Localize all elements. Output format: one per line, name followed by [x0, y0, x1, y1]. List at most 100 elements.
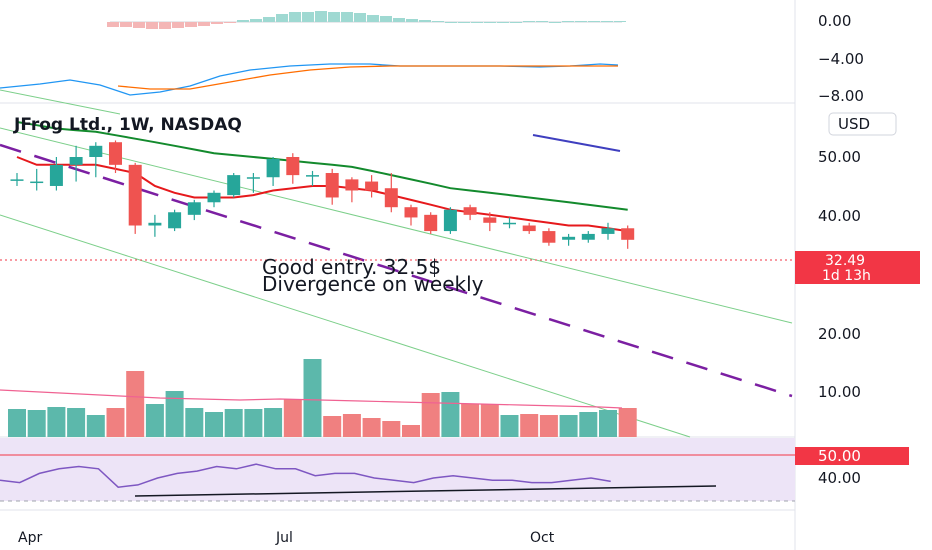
candle [266, 157, 280, 186]
macd-histogram [107, 11, 626, 29]
candle-body [306, 175, 319, 177]
candle [187, 199, 201, 221]
candle [109, 140, 122, 174]
macd-hist-bar [536, 21, 548, 22]
macd-hist-bar [601, 21, 613, 22]
currency-label: USD [838, 115, 870, 133]
macd-hist-bar [380, 16, 392, 22]
candle [424, 212, 438, 234]
candle [522, 222, 536, 234]
candle [345, 177, 359, 203]
candle [227, 173, 241, 198]
chart-title: JFrog Ltd., 1W, NASDAQ [13, 115, 242, 135]
candle-body [463, 207, 477, 215]
volume-bar [264, 408, 283, 437]
volume-bar [559, 415, 578, 437]
annotation-line-1: Good entry. 32.5$ [262, 255, 441, 279]
volume-bar [520, 414, 539, 437]
candle [483, 212, 497, 232]
candle [562, 233, 576, 246]
volume-bar [303, 359, 322, 437]
short-trendline [532, 134, 621, 152]
date-label-2: Oct [530, 530, 555, 546]
macd-panel [0, 11, 626, 96]
candle [443, 207, 457, 234]
macd-hist-bar [458, 22, 470, 23]
currency-button[interactable]: USD [828, 112, 897, 136]
macd-hist-bar [588, 21, 600, 22]
candle-body [187, 202, 201, 215]
candle [404, 204, 418, 226]
candle-body [345, 179, 359, 191]
volume-bar [480, 404, 499, 437]
candle-body [581, 233, 595, 240]
volume-bar [126, 371, 145, 437]
macd-hist-bar [497, 22, 509, 23]
candle-body [325, 173, 339, 198]
candle [128, 162, 142, 234]
macd-hist-bar [120, 22, 132, 27]
candle [463, 204, 477, 221]
macd-line [0, 63, 619, 96]
macd-hist-bar [133, 22, 145, 28]
macd-hist-bar [224, 22, 236, 23]
volume-bar [441, 392, 460, 437]
volume-bar [27, 410, 46, 437]
volume-bar [618, 408, 637, 437]
macd-hist-bar [159, 22, 171, 29]
candle-body [562, 236, 576, 240]
candle-body [168, 212, 182, 229]
candle-body [227, 175, 241, 196]
volume-bar [205, 412, 223, 437]
rsi-tick-1: 40.00 [818, 469, 861, 487]
volume-bar [579, 412, 598, 437]
macd-hist-bar [263, 17, 275, 22]
rsi-tick-0: 50.00 [818, 447, 861, 465]
macd-hist-bar [172, 22, 184, 28]
candle-body [424, 214, 438, 232]
candle-body [483, 217, 497, 223]
candle [365, 175, 379, 198]
candle-body [443, 209, 457, 232]
macd-tick-0: 0.00 [818, 12, 851, 30]
macd-hist-bar [445, 22, 457, 23]
macd-tick-2: −8.00 [818, 87, 864, 105]
volume-bar [362, 418, 381, 437]
volume-bar [145, 404, 164, 437]
candle [89, 142, 103, 178]
volume-bar [185, 408, 204, 437]
dashed-trendline [0, 143, 793, 398]
candle-body [542, 231, 556, 243]
candle-body [49, 164, 63, 186]
macd-hist-bar [406, 19, 418, 22]
candle-body [601, 228, 615, 234]
rsi-line [0, 463, 611, 488]
time-axis: Apr Jul Oct [18, 530, 555, 546]
candle-body [89, 145, 103, 157]
candle-body [266, 158, 280, 178]
macd-hist-bar [185, 22, 197, 27]
candle-body [503, 222, 516, 225]
candle [384, 173, 398, 213]
macd-hist-bar [328, 12, 340, 22]
price-tick-2: 20.00 [818, 325, 861, 343]
annotation-line-2: Divergence on weekly [262, 272, 484, 296]
candle [306, 170, 319, 186]
volume-ma-line [0, 389, 623, 409]
candle [503, 217, 516, 229]
macd-signal-line [117, 65, 618, 90]
trend-channel [0, 89, 795, 438]
macd-hist-bar [510, 22, 522, 23]
macd-hist-bar [237, 20, 249, 22]
volume-bar [47, 407, 66, 437]
candle [601, 222, 615, 240]
macd-hist-bar [107, 22, 119, 27]
last-price-tag: 32.49 1d 13h [795, 251, 920, 284]
macd-hist-bar [432, 21, 444, 22]
macd-hist-bar [146, 22, 158, 29]
volume-bar [165, 391, 184, 437]
volume-bar [421, 393, 440, 437]
candle [207, 190, 221, 208]
price-axis: 50.00 40.00 20.00 10.00 [818, 148, 861, 401]
